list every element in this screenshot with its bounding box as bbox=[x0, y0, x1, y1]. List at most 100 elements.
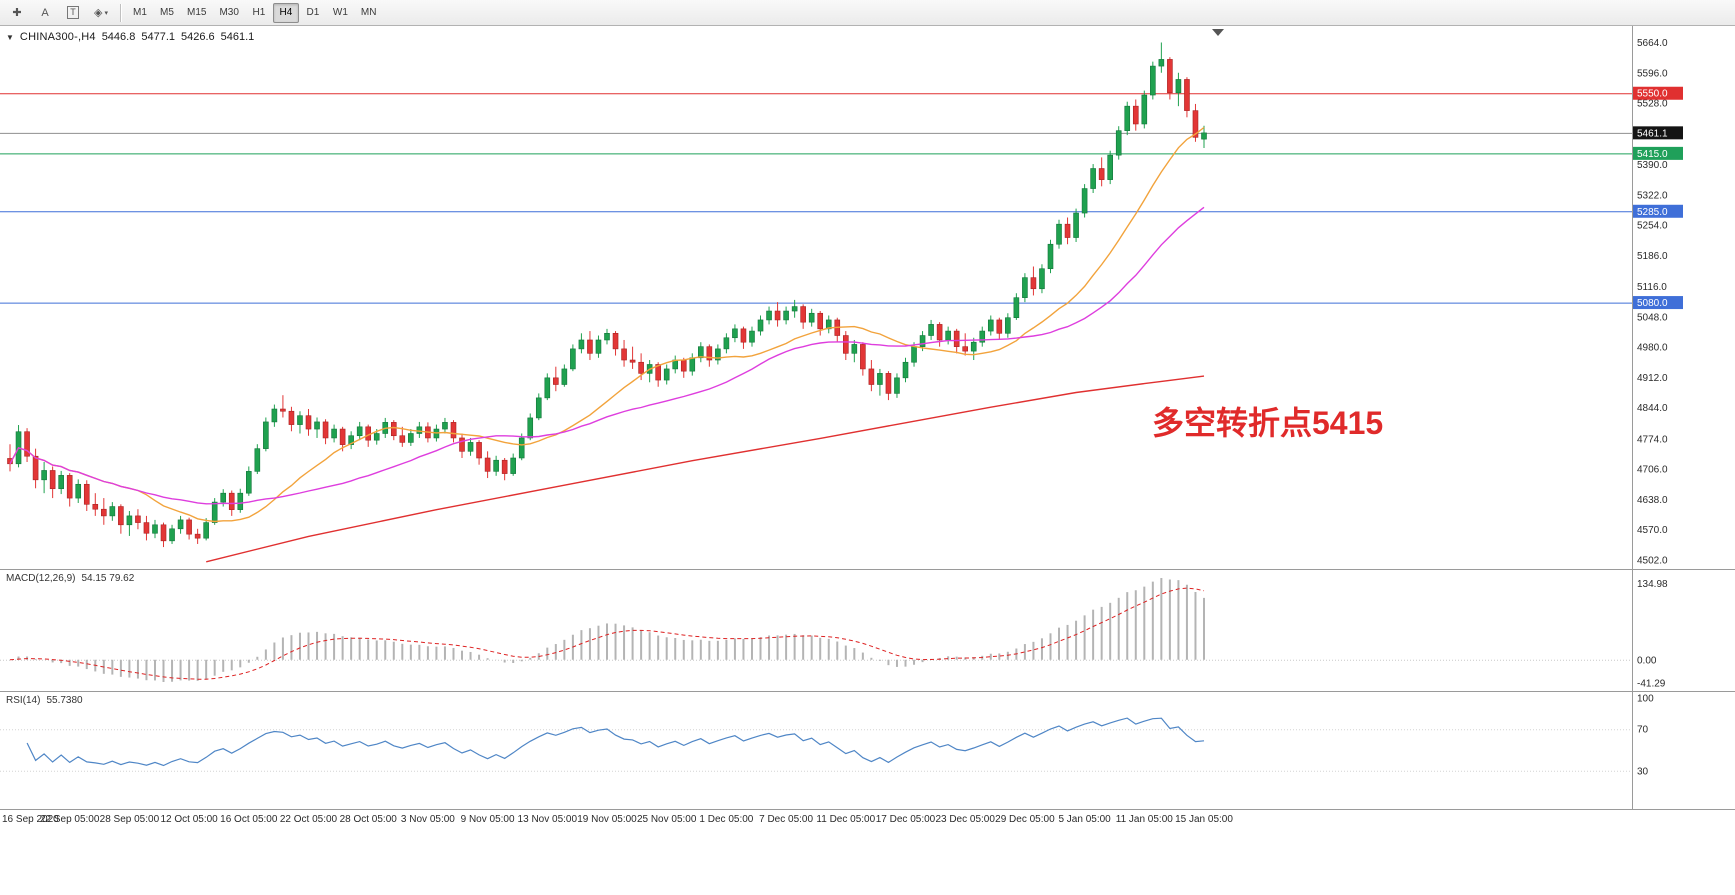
candle bbox=[663, 364, 670, 385]
price-level-badge bbox=[1633, 126, 1683, 140]
candle bbox=[894, 373, 900, 398]
price-tick-label: 5390.0 bbox=[1637, 160, 1668, 171]
candle bbox=[1005, 313, 1011, 338]
candle bbox=[621, 339, 627, 367]
textbox-tool-button[interactable]: T bbox=[60, 3, 86, 23]
timeframe-m5-button[interactable]: M5 bbox=[154, 3, 180, 23]
candle bbox=[723, 333, 730, 354]
date-label: 16 Oct 05:00 bbox=[220, 814, 278, 825]
timeframe-m30-button[interactable]: M30 bbox=[213, 3, 244, 23]
price-tick-label: 5664.0 bbox=[1637, 38, 1668, 49]
timeframe-w1-button[interactable]: W1 bbox=[327, 3, 354, 23]
chart-canvas[interactable]: 5664.0 5596.0 5528.0 5390.0 5322.0 5254.0 5186… bbox=[0, 26, 1735, 895]
price-level-badge-text: 5550.0 bbox=[1637, 89, 1668, 100]
timeframe-m15-button[interactable]: M15 bbox=[181, 3, 212, 23]
horizontal-level-lines[interactable] bbox=[0, 93, 1632, 304]
candle bbox=[126, 510, 133, 536]
chart-shift-marker[interactable] bbox=[1212, 29, 1224, 36]
candle bbox=[58, 470, 64, 495]
chart-area: 5664.0 5596.0 5528.0 5390.0 5322.0 5254.0 5186… bbox=[0, 26, 1735, 895]
candle bbox=[749, 326, 755, 347]
candle bbox=[399, 426, 406, 447]
candle bbox=[842, 331, 849, 361]
shapes-tool-icon: ◈ bbox=[94, 7, 103, 19]
date-label: 1 Dec 05:00 bbox=[699, 814, 753, 825]
timeframe-h4-button[interactable]: H4 bbox=[272, 2, 299, 23]
macd-axis-label: -41.29 bbox=[1637, 679, 1666, 690]
candle bbox=[783, 306, 789, 325]
candle bbox=[467, 437, 474, 456]
quote-open: 5446.8 bbox=[101, 31, 136, 43]
candle bbox=[544, 373, 551, 401]
candle bbox=[493, 455, 499, 476]
candle bbox=[476, 440, 482, 465]
candle bbox=[1098, 157, 1105, 187]
timeframe-h1-button[interactable]: H1 bbox=[246, 3, 272, 23]
candle bbox=[484, 451, 491, 479]
candle bbox=[83, 480, 90, 511]
ma-magenta-line bbox=[9, 206, 1205, 505]
candle bbox=[595, 335, 602, 358]
candle bbox=[169, 524, 175, 544]
date-label: 19 Nov 05:00 bbox=[577, 814, 637, 825]
rsi-axis-label: 30 bbox=[1637, 766, 1649, 777]
date-label: 15 Jan 05:00 bbox=[1175, 814, 1233, 825]
candle bbox=[510, 453, 516, 476]
candle bbox=[152, 519, 158, 539]
price-tick-label: 4912.0 bbox=[1637, 373, 1668, 384]
candle bbox=[825, 315, 832, 334]
drawing-tools-group: ✚ A T ◈ ▾ bbox=[4, 3, 114, 23]
chart-annotation: 多空转折点5415 bbox=[1152, 405, 1384, 441]
candle bbox=[1158, 42, 1165, 73]
timeframe-mn-button[interactable]: MN bbox=[355, 3, 383, 23]
date-label: 3 Nov 05:00 bbox=[401, 814, 455, 825]
rsi-line bbox=[26, 717, 1205, 767]
candle bbox=[1039, 264, 1045, 294]
candle bbox=[1090, 164, 1096, 194]
candle bbox=[1150, 61, 1156, 100]
date-label: 28 Oct 05:00 bbox=[340, 814, 398, 825]
candle bbox=[101, 498, 107, 525]
candle bbox=[246, 466, 252, 496]
candle bbox=[570, 344, 576, 372]
shapes-tool-button[interactable]: ◈ ▾ bbox=[88, 3, 114, 23]
candle bbox=[177, 515, 184, 534]
candle bbox=[800, 304, 806, 329]
price-axis[interactable]: 5664.0 5596.0 5528.0 5390.0 5322.0 5254.0 5186… bbox=[1633, 38, 1683, 567]
candle bbox=[962, 333, 969, 356]
rsi-panel: 100 70 30 bbox=[0, 694, 1654, 777]
timeframe-m1-button[interactable]: M1 bbox=[127, 3, 153, 23]
text-tool-button[interactable]: A bbox=[32, 3, 58, 23]
price-tick-label: 5596.0 bbox=[1637, 68, 1668, 79]
candle bbox=[263, 417, 269, 452]
candle bbox=[698, 342, 704, 363]
candle bbox=[860, 342, 866, 376]
date-label: 13 Nov 05:00 bbox=[518, 814, 578, 825]
timeframe-d1-button[interactable]: D1 bbox=[300, 3, 326, 23]
symbol-dropdown-icon[interactable]: ▼ bbox=[6, 32, 14, 42]
date-label: 7 Dec 05:00 bbox=[759, 814, 813, 825]
chart-title: ▼ CHINA300-,H4 5446.8 5477.1 5426.6 5461… bbox=[6, 31, 254, 43]
candle bbox=[1184, 77, 1190, 118]
candle bbox=[518, 433, 525, 461]
candle bbox=[791, 299, 798, 318]
candle bbox=[587, 331, 593, 361]
quote-close: 5461.1 bbox=[220, 31, 255, 43]
rsi-axis-label: 100 bbox=[1637, 694, 1654, 705]
candle bbox=[902, 357, 909, 383]
candle bbox=[211, 498, 218, 525]
candle bbox=[254, 444, 261, 475]
candle bbox=[868, 360, 875, 392]
candle bbox=[135, 509, 141, 530]
candle bbox=[936, 322, 943, 347]
candle bbox=[297, 411, 303, 434]
chart-plot-area[interactable] bbox=[0, 26, 1632, 569]
date-label: 11 Dec 05:00 bbox=[816, 814, 875, 825]
crosshair-tool-button[interactable]: ✚ bbox=[4, 3, 30, 23]
date-label: 16 Sep 2020 bbox=[2, 814, 59, 825]
date-label: 22 Sep 05:00 bbox=[40, 814, 100, 825]
candle bbox=[280, 395, 286, 418]
macd-panel: 134.98 0.00 -41.29 bbox=[0, 578, 1668, 690]
